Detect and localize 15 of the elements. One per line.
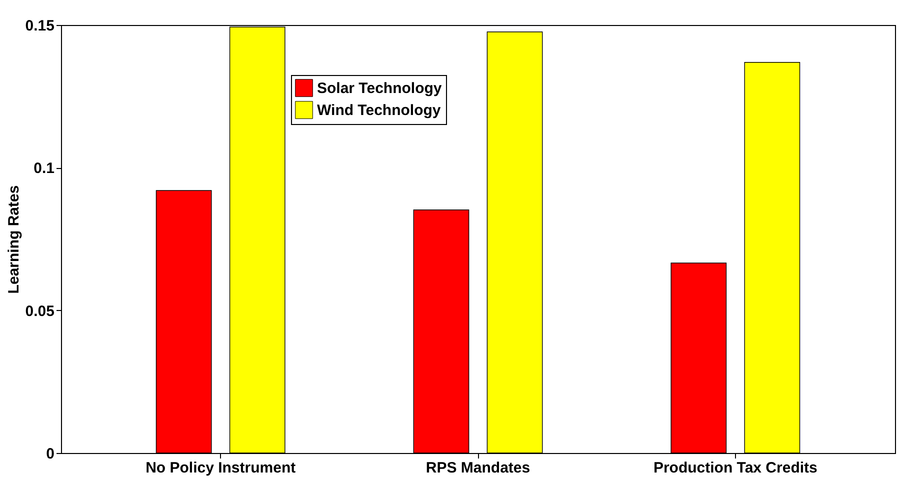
x-tick-label: RPS Mandates: [426, 460, 530, 476]
x-tick-label: No Policy Instrument: [146, 460, 296, 476]
bar: [744, 62, 800, 454]
bar: [486, 32, 543, 454]
bar: [156, 190, 212, 454]
x-tick-label: Production Tax Credits: [653, 460, 818, 476]
bar: [413, 210, 470, 454]
y-tick-label: 0.05: [25, 302, 54, 320]
legend-label: Solar Technology: [317, 80, 442, 97]
y-axis-title: Learning Rates: [5, 185, 22, 294]
y-tick-label: 0.1: [34, 160, 54, 178]
bar: [670, 262, 727, 454]
y-tick-label: 0: [46, 446, 54, 462]
legend-label: Wind Technology: [317, 102, 442, 119]
y-tick-label: 0.15: [25, 18, 54, 34]
